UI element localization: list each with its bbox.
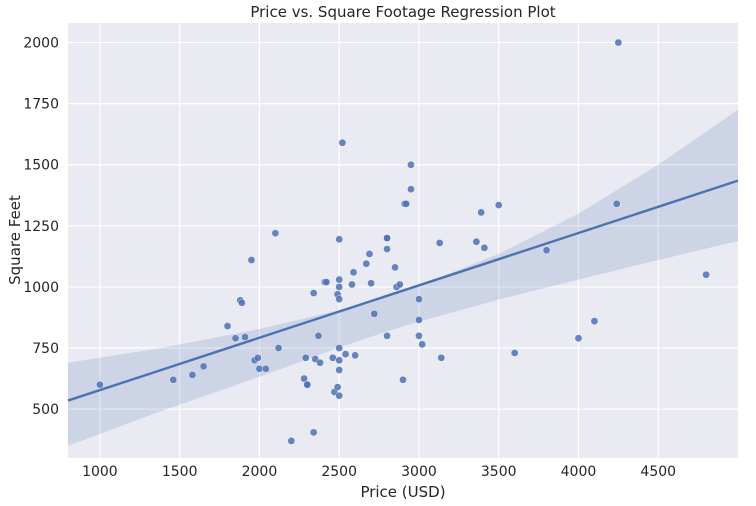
x-tick-label: 1000: [82, 464, 118, 480]
y-tick-label: 1250: [23, 219, 59, 235]
data-point: [238, 299, 246, 307]
data-point: [341, 350, 350, 358]
data-point: [231, 334, 240, 343]
x-tick-label: 3500: [481, 464, 517, 480]
data-point: [351, 351, 359, 360]
data-point: [271, 229, 280, 237]
data-point: [223, 322, 232, 330]
data-point: [274, 344, 283, 352]
y-tick-label: 500: [32, 402, 59, 418]
data-point: [590, 317, 599, 325]
data-point: [335, 283, 343, 291]
data-point: [335, 366, 343, 374]
data-point: [303, 380, 312, 389]
data-point: [301, 354, 310, 362]
data-point: [254, 354, 262, 362]
data-point: [437, 354, 446, 362]
x-tick-label: 3000: [401, 464, 437, 480]
data-point: [335, 344, 343, 352]
data-point: [399, 375, 407, 384]
data-point: [338, 138, 347, 147]
data-point: [612, 200, 621, 208]
data-point: [349, 268, 358, 277]
data-point: [96, 380, 104, 389]
data-point: [702, 270, 710, 279]
x-tick-labels: 1000 1500 2000 2500 3000 3500 4000 4500: [82, 464, 676, 480]
data-point: [402, 200, 410, 208]
data-point: [287, 437, 296, 445]
data-point: [614, 38, 623, 47]
x-tick-label: 1500: [162, 464, 198, 480]
data-point: [322, 278, 331, 286]
data-point: [335, 295, 343, 303]
data-point: [199, 362, 208, 371]
data-point: [335, 391, 343, 400]
data-point: [335, 275, 343, 284]
data-point: [472, 237, 481, 246]
data-point: [542, 246, 551, 255]
y-tick-labels: 500 750 1000 1250 1500 1750 2000: [23, 36, 59, 419]
data-point: [300, 374, 308, 383]
x-tick-label: 4500: [640, 464, 676, 480]
data-point: [333, 383, 342, 391]
data-point: [477, 208, 485, 217]
data-point: [391, 263, 399, 272]
y-tick-label: 1000: [23, 280, 59, 296]
y-axis-label: Square Feet: [6, 195, 24, 285]
data-points: [96, 38, 710, 445]
data-point: [383, 332, 391, 340]
data-point: [415, 295, 423, 303]
y-tick-label: 1500: [23, 158, 59, 174]
chart-title: Price vs. Square Footage Regression Plot: [250, 3, 555, 21]
x-axis-label: Price (USD): [360, 483, 445, 501]
data-point: [316, 358, 324, 367]
x-tick-label: 2000: [242, 464, 278, 480]
data-point: [329, 354, 337, 362]
data-point: [255, 365, 264, 373]
y-tick-label: 2000: [23, 36, 59, 52]
data-point: [435, 239, 444, 247]
data-point: [510, 349, 519, 357]
data-point: [396, 280, 404, 289]
confidence-band: [68, 109, 738, 446]
data-point: [262, 365, 270, 373]
data-point: [247, 256, 256, 264]
data-point: [383, 245, 391, 253]
data-point: [407, 185, 415, 193]
data-point: [241, 333, 249, 341]
data-point: [367, 279, 375, 288]
data-point: [383, 234, 391, 242]
data-point: [362, 259, 371, 268]
x-tick-label: 4000: [561, 464, 597, 480]
data-point: [418, 340, 426, 349]
data-point: [348, 280, 356, 289]
data-point: [370, 310, 379, 318]
data-point: [309, 289, 318, 297]
data-point: [407, 160, 415, 169]
x-tick-label: 2500: [321, 464, 357, 480]
data-point: [574, 334, 583, 343]
data-point: [494, 201, 503, 209]
regression-line: [67, 179, 739, 402]
data-point: [169, 375, 178, 384]
data-point: [188, 371, 197, 379]
data-point: [309, 428, 318, 437]
y-tick-label: 1750: [23, 97, 59, 113]
y-tick-label: 750: [32, 341, 59, 357]
data-point: [480, 244, 489, 252]
data-point: [335, 235, 343, 244]
data-point: [314, 332, 323, 340]
gridlines: [68, 23, 738, 458]
data-point: [365, 250, 374, 258]
data-point: [415, 332, 423, 340]
data-point: [415, 316, 423, 324]
data-point: [335, 356, 343, 365]
